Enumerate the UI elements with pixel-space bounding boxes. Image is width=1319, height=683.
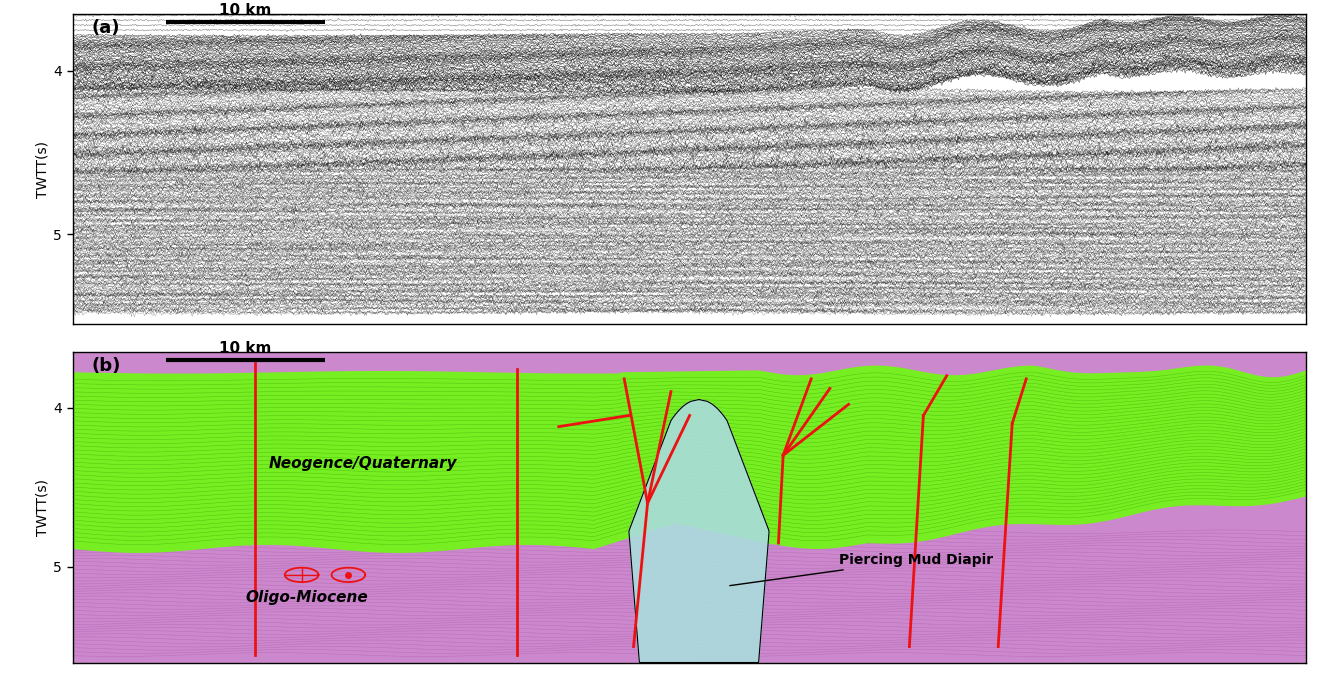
Text: 10 km: 10 km: [219, 3, 272, 18]
Y-axis label: TWTT(s): TWTT(s): [36, 141, 49, 197]
Y-axis label: TWTT(s): TWTT(s): [36, 479, 49, 535]
Text: (b): (b): [91, 357, 120, 374]
Polygon shape: [629, 400, 769, 663]
Text: (a): (a): [91, 18, 120, 37]
Text: 10 km: 10 km: [219, 341, 272, 356]
Text: Piercing Mud Diapir: Piercing Mud Diapir: [729, 553, 993, 585]
Text: Oligo-Miocene: Oligo-Miocene: [245, 590, 368, 605]
Text: Neogence/Quaternary: Neogence/Quaternary: [269, 456, 458, 471]
